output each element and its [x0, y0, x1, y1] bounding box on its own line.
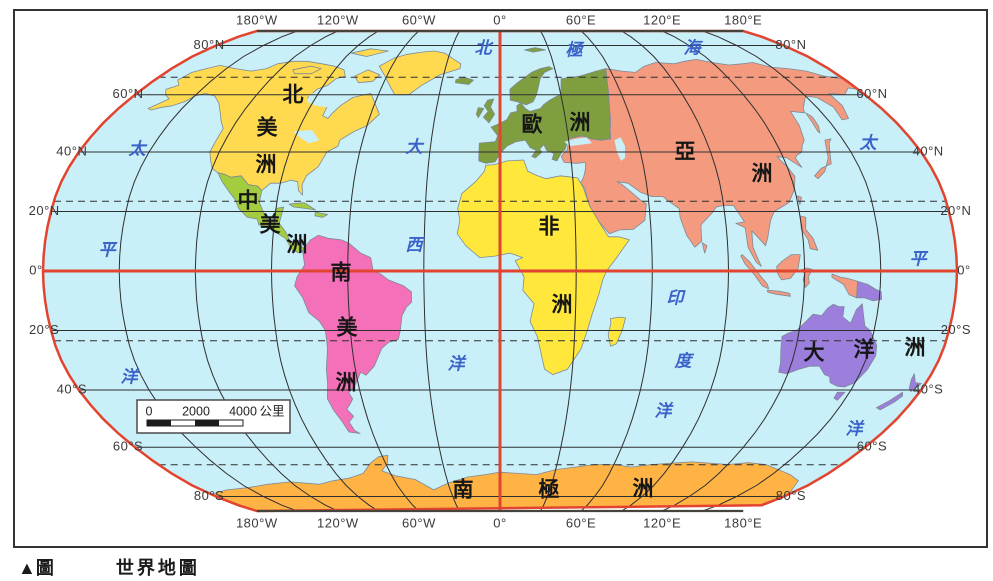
continent-label-central-america: 洲 [287, 234, 308, 257]
lon-label-bottom: 120°W [317, 515, 359, 530]
continent-label-asia: 洲 [752, 163, 773, 186]
continent-label-oceania: 洲 [905, 337, 926, 360]
scale-bar-box [136, 399, 291, 434]
continent-label-central-america: 美 [260, 213, 281, 237]
lat-label-right: 40°N [913, 143, 944, 158]
ocean-label-pacific-west: 平 [99, 240, 118, 259]
lat-label-left: 20°N [29, 203, 60, 218]
continent-label-south-america: 南 [331, 261, 352, 285]
lon-label-bottom: 180°E [724, 515, 762, 530]
continent-label-oceania: 大 [804, 342, 825, 365]
lat-label-left: 60°N [113, 86, 144, 101]
scale-bar-outline [146, 419, 244, 427]
lat-label-right: 0° [957, 262, 970, 277]
lon-label-top: 60°W [402, 12, 436, 27]
ocean-label-pacific-east: 洋 [846, 419, 866, 438]
lon-label-bottom: 0° [493, 515, 506, 530]
ocean-label-indian: 印 [667, 288, 687, 307]
ocean-label-pacific-east: 太 [859, 133, 879, 152]
ocean-label-atlantic: 洋 [448, 354, 468, 373]
continent-asia [560, 59, 859, 299]
lat-label-left: 20°S [29, 322, 59, 337]
lat-label-right: 80°S [776, 488, 806, 503]
scale-tick-4000: 4000 [229, 404, 257, 418]
figure-title: 世界地圖 [115, 558, 200, 578]
ocean-label-atlantic: 大 [406, 137, 425, 156]
continent-south-america [294, 234, 412, 434]
lon-label-top: 120°W [317, 12, 359, 27]
lat-label-left: 40°N [56, 143, 87, 158]
ocean-label-atlantic: 西 [406, 235, 426, 254]
scale-tick-0: 0 [146, 404, 153, 418]
lat-label-left: 80°N [194, 37, 225, 52]
lat-label-right: 60°S [857, 439, 887, 454]
map-labels: 180°W 120°W 60°W 0° 60°E 120°E 180°E 180°W 120°W… [29, 12, 971, 530]
scale-segment [171, 420, 195, 426]
continent-label-oceania: 洋 [854, 338, 875, 362]
scale-segment [195, 420, 219, 426]
lon-label-bottom: 180°W [236, 515, 278, 530]
continent-label-africa: 洲 [552, 294, 573, 317]
lat-label-right: 80°N [775, 37, 806, 52]
continent-europe [455, 47, 612, 164]
scale-segment [147, 420, 171, 426]
ocean-label-arctic: 極 [566, 40, 586, 59]
continent-label-europe: 歐 [522, 113, 543, 137]
ocean-label-pacific-west: 太 [128, 139, 148, 158]
lat-label-left: 0° [29, 262, 42, 277]
lat-label-right: 40°S [913, 381, 943, 396]
lat-label-left: 60°S [113, 439, 143, 454]
ocean-label-indian: 洋 [655, 401, 675, 420]
scale-unit: 公里 [259, 404, 284, 418]
continent-label-africa: 非 [539, 216, 560, 239]
lat-label-right: 20°S [941, 322, 971, 337]
continent-label-south-america: 洲 [336, 372, 357, 395]
ocean-label-pacific-east: 平 [910, 249, 929, 268]
projection-boundary [41, 29, 959, 513]
scale-tick-2000: 2000 [182, 404, 210, 418]
equator-and-prime-meridian [43, 31, 957, 511]
continent-label-asia: 亞 [675, 141, 696, 164]
lon-label-top: 0° [493, 12, 506, 27]
ocean-label-indian: 度 [674, 351, 695, 370]
lon-label-top: 120°E [643, 12, 681, 27]
lon-label-top: 180°W [236, 12, 278, 27]
figure-caption: ▲圖 世界地圖 [18, 554, 200, 580]
lat-label-left: 40°S [57, 381, 87, 396]
continent-label-north-america: 北 [283, 84, 304, 107]
lat-label-right: 20°N [940, 203, 971, 218]
continent-label-antarctica: 南 [453, 478, 474, 502]
continent-label-central-america: 中 [238, 190, 259, 213]
continent-oceania [778, 281, 922, 411]
continent-label-antarctica: 極 [539, 478, 560, 502]
lon-label-top: 60°E [566, 12, 596, 27]
continent-label-antarctica: 洲 [633, 478, 654, 501]
lat-label-left: 80°S [194, 488, 224, 503]
figure-marker: ▲圖 [18, 558, 54, 578]
scale-segment [219, 420, 243, 426]
continent-label-north-america: 洲 [256, 154, 277, 177]
lon-label-bottom: 120°E [643, 515, 681, 530]
land-layer [147, 47, 922, 511]
scale-bar: 0 2000 4000 公里 [136, 399, 291, 434]
inland-seas [293, 86, 626, 161]
continent-label-north-america: 美 [257, 116, 278, 140]
ocean-label-arctic: 北 [475, 38, 495, 57]
ocean-label-arctic: 海 [684, 38, 704, 57]
lat-label-right: 60°N [856, 86, 887, 101]
continent-label-europe: 洲 [570, 112, 591, 135]
continent-central-america [217, 172, 329, 254]
lon-label-bottom: 60°E [566, 515, 596, 530]
ocean-label-pacific-west: 洋 [121, 367, 141, 386]
pole-lines [256, 29, 744, 513]
lon-label-top: 180°E [724, 12, 762, 27]
continent-label-south-america: 美 [337, 316, 358, 340]
lon-label-bottom: 60°W [402, 515, 436, 530]
